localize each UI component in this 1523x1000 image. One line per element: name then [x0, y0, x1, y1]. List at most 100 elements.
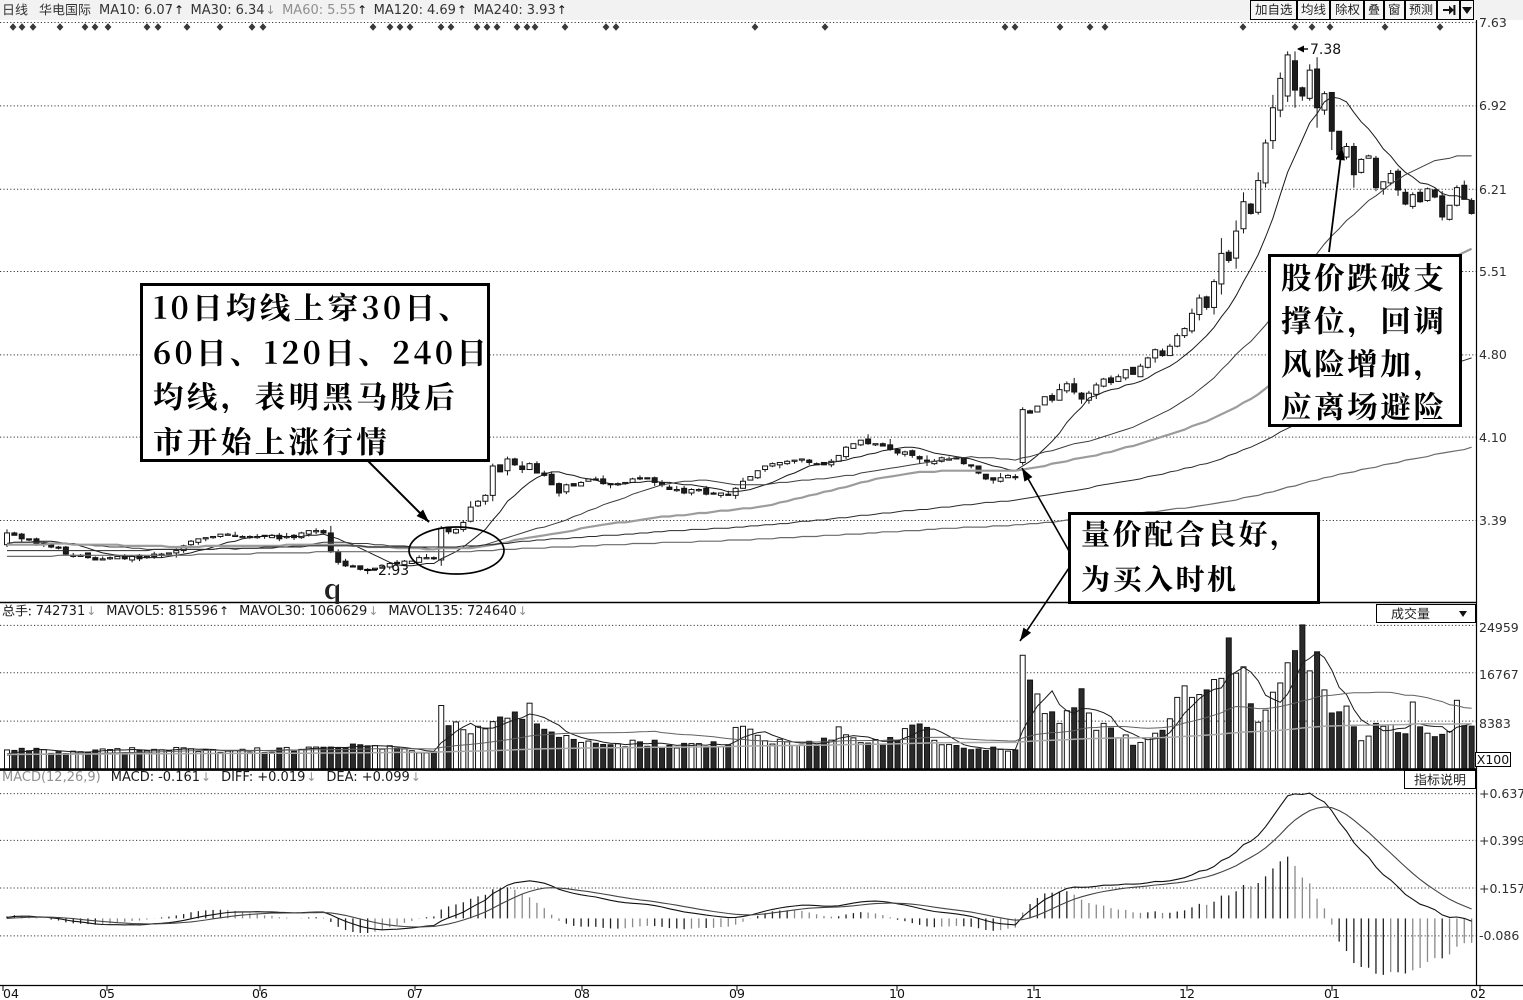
- x-axis-label: 06: [252, 986, 268, 1000]
- price-tick-label: 4.80: [1479, 347, 1507, 363]
- ma240-legend: MA240: 3.93↑: [473, 2, 567, 18]
- event-markers: [9, 23, 1444, 31]
- ma10-legend: MA10: 6.07↑: [99, 2, 185, 18]
- ma-line-ma120: [7, 357, 1472, 552]
- annotation-box-golden-cross: [140, 283, 490, 462]
- q-marker-label: [324, 575, 341, 604]
- macd-histogram: [6, 856, 1473, 975]
- forecast-button[interactable]: [1405, 0, 1437, 20]
- dea-legend: DEA: +0.099↓: [326, 770, 421, 785]
- indicator-help-button[interactable]: [1404, 770, 1476, 789]
- macd-header: MACD(12,26,9) MACD: -0.161↓ DIFF: +0.019↓ …: [2, 769, 421, 786]
- ma60-legend: MA60: 5.55↑: [282, 2, 368, 18]
- annotation-arrow: [1021, 467, 1070, 552]
- jump-to-latest-button[interactable]: [1437, 0, 1460, 20]
- annotation-arrowhead-icon: [416, 509, 429, 522]
- jump-to-latest-icon: [1442, 5, 1455, 15]
- x-axis-label: 05: [99, 986, 115, 1000]
- window-button[interactable]: [1384, 0, 1405, 20]
- mavol30-legend: MAVOL30: 1060629↓: [239, 603, 379, 619]
- annotation-shapes: [364, 45, 1345, 642]
- add-watchlist-button[interactable]: [1250, 0, 1297, 20]
- mavol-line-mavol30: [6, 691, 1472, 756]
- annotation-ellipse: [408, 526, 505, 575]
- ma-line-ma240: [7, 446, 1472, 558]
- diff-line: [6, 792, 1472, 931]
- macd-tick-label: -0.086: [1479, 928, 1520, 944]
- toolbar-buttons: [1250, 0, 1474, 20]
- x-axis-label: 02: [1470, 986, 1486, 1000]
- annotation-arrow: [1019, 567, 1070, 642]
- volume-selector-label: [1391, 606, 1430, 621]
- annotation-text-line: [153, 381, 455, 414]
- macd-params-label: MACD(12,26,9): [2, 770, 101, 785]
- stock-name-label[interactable]: [39, 3, 91, 17]
- annotation-arrow: [1328, 146, 1343, 253]
- annotation-text-line: [1281, 305, 1444, 338]
- price-tick-label: 7.63: [1479, 15, 1507, 30]
- toolbar-dropdown-button[interactable]: [1460, 0, 1474, 20]
- gridlines: [0, 22, 1476, 937]
- ma120-legend: MA120: 4.69↑: [373, 2, 467, 18]
- x-axis-label: 04: [3, 986, 19, 1000]
- dropdown-icon: [1459, 610, 1467, 617]
- volume-header: 742731 ↓ MAVOL5: 815596↑ MAVOL30: 1060629↓ …: [2, 602, 528, 620]
- annotation-arrow: [367, 460, 430, 523]
- annotation-text-line: [1281, 262, 1444, 294]
- down-arrow-icon: ↓: [265, 2, 276, 17]
- annotation-arrowhead-icon: [1335, 147, 1345, 161]
- volume-unit-label: X100: [1475, 752, 1511, 767]
- volume-tick-label: 16767: [1479, 667, 1519, 683]
- annotation-arrowhead-icon: [1020, 627, 1032, 641]
- diff-legend: DIFF: +0.019↓: [221, 770, 317, 785]
- overlay-button[interactable]: [1364, 0, 1384, 20]
- price-tick-label: 6.92: [1479, 98, 1507, 114]
- ma-lines-button[interactable]: [1297, 0, 1330, 20]
- annotation-box-breakdown-warning: [1268, 254, 1462, 427]
- ma-line-ma60: [7, 247, 1473, 551]
- indicator-help-label: [1414, 773, 1466, 787]
- down-arrow-icon: ↓: [86, 604, 97, 618]
- x-axis-label: 09: [729, 986, 745, 1000]
- annotation-text-line: [1081, 564, 1236, 595]
- annotation-text-line: [1281, 348, 1444, 381]
- up-arrow-icon: ↑: [456, 2, 467, 17]
- dea-line: [6, 806, 1472, 928]
- x-axis-label: 01: [1324, 986, 1340, 1000]
- volume-tick-label: 24959: [1479, 619, 1519, 635]
- down-arrow-icon: ↓: [201, 770, 212, 784]
- peak-price-label: 7.38: [1310, 42, 1342, 58]
- mavol135-legend: MAVOL135: 724640↓: [388, 603, 528, 619]
- price-tick-label: 5.51: [1479, 264, 1507, 279]
- price-tick-label: 4.10: [1479, 429, 1507, 445]
- volume-indicator-selector[interactable]: [1376, 604, 1476, 623]
- annotation-text-line: [153, 292, 469, 324]
- annotation-text-line: [153, 337, 487, 369]
- x-axis: 04 05 06 07 08 09 10 11 12 01 02: [2, 985, 1486, 1000]
- annotation-arrowhead-icon: [1022, 468, 1033, 482]
- volume-tick-label: 8383: [1479, 715, 1511, 731]
- annotation-text-line: [1081, 519, 1299, 550]
- annotation-text-line: [153, 426, 387, 458]
- x-axis-label: 11: [1026, 986, 1042, 1000]
- price-tick-label: 3.39: [1479, 513, 1507, 529]
- volume-total-label: [2, 604, 32, 618]
- up-arrow-icon: ↑: [556, 2, 567, 17]
- price-tick-label: 6.21: [1479, 181, 1507, 197]
- ma-line-ma10: [6, 96, 1472, 567]
- period-label[interactable]: [2, 3, 28, 17]
- annotation-text-line: [1281, 391, 1444, 423]
- macd-legend: MACD: -0.161↓: [110, 770, 212, 785]
- ex-rights-button[interactable]: [1330, 0, 1364, 20]
- down-arrow-icon: ↓: [410, 770, 421, 784]
- down-arrow-icon: ↓: [306, 770, 317, 784]
- up-arrow-icon: ↑: [219, 603, 230, 618]
- peak-pointer-arrowhead-icon: [1297, 45, 1304, 53]
- low-price-label: 2.93: [378, 563, 410, 579]
- ma30-legend: MA30: 6.34↓: [190, 2, 276, 18]
- up-arrow-icon: ↑: [173, 2, 185, 17]
- mavol-line-mavol135: [7, 723, 1472, 756]
- down-arrow-icon: ↓: [368, 603, 379, 618]
